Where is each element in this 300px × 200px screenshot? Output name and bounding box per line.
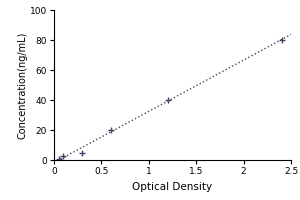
Y-axis label: Concentration(ng/mL): Concentration(ng/mL) [17,31,27,139]
X-axis label: Optical Density: Optical Density [132,182,213,192]
